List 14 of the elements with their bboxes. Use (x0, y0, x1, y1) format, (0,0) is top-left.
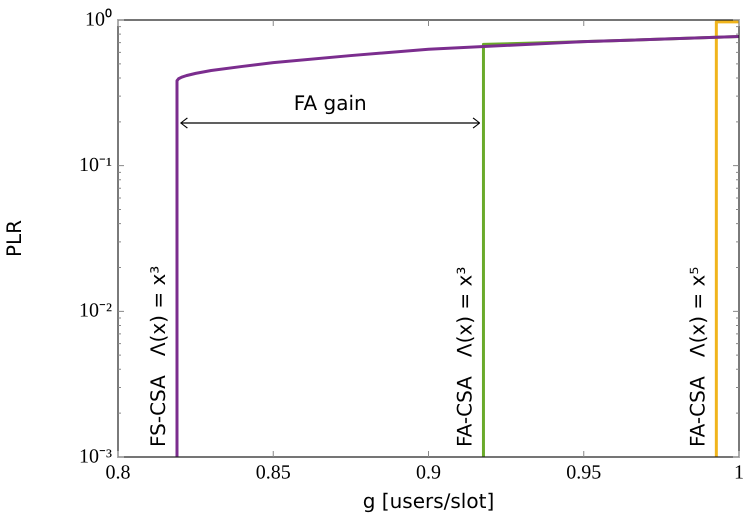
text: FA-CSA Λ(x) = x⁵ (686, 266, 710, 447)
x-axis-title: g [users/slot] (362, 489, 494, 514)
text: FA-CSA Λ(x) = x³ (452, 266, 477, 447)
y-tick-label: 10⁻² (79, 300, 112, 322)
x-tick-label: 0.8 (106, 461, 130, 484)
x-tick-label: 0.85 (256, 461, 291, 484)
y-tick-label: 10⁰ (85, 7, 112, 30)
y-axis-title: PLR (2, 220, 26, 258)
x-tick-label: 0.95 (566, 461, 602, 484)
y-tick-label: 10⁻¹ (79, 154, 112, 176)
x-tick-label: 1 (734, 461, 744, 484)
text: FS-CSA Λ(x) = x³ (146, 266, 170, 447)
x-tick-label: 0.9 (416, 461, 441, 484)
annotation: FA gain (294, 90, 367, 115)
